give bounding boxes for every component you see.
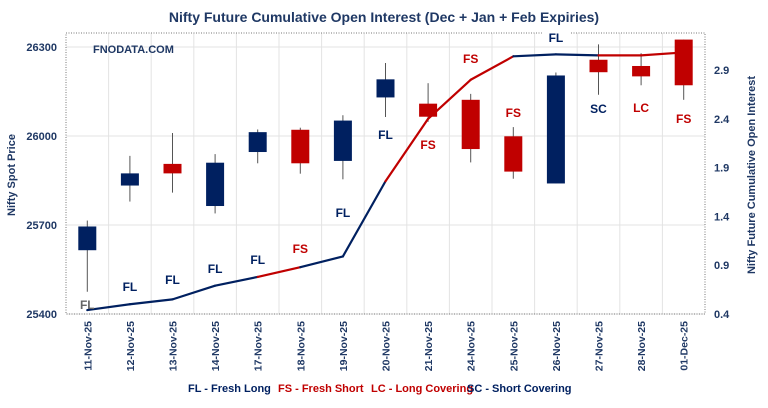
oi-line-segment bbox=[86, 303, 131, 312]
signal-label: FL bbox=[165, 273, 180, 287]
candle-body bbox=[291, 129, 310, 164]
x-tick-label: 19-Nov-25 bbox=[338, 321, 350, 371]
y-tick-right: 2.4 bbox=[714, 114, 730, 126]
signal-label: LC bbox=[633, 101, 649, 115]
y-tick-left: 25400 bbox=[26, 309, 57, 321]
y-tick-left: 26000 bbox=[26, 131, 57, 143]
oi-line-segment bbox=[384, 117, 430, 183]
oi-line-segment bbox=[299, 255, 344, 269]
legend-item: SC - Short Covering bbox=[467, 383, 572, 395]
x-tick-label: 18-Nov-25 bbox=[295, 321, 307, 371]
signal-label: FS bbox=[420, 138, 435, 152]
x-axis: 11-Nov-25 12-Nov-25 13-Nov-25 14-Nov-25 17-N… bbox=[82, 321, 690, 371]
oi-line-segment bbox=[341, 180, 387, 258]
signal-labels: FL FL FL FL FL FS FL FL FS FS FS FL SC LC FS bbox=[80, 28, 691, 312]
candle-body bbox=[376, 79, 395, 98]
x-tick-label: 14-Nov-25 bbox=[210, 321, 222, 371]
y-axis-right: 0.4 0.9 1.4 1.9 2.4 2.9 bbox=[714, 65, 730, 321]
y-tick-right: 1.9 bbox=[714, 163, 729, 175]
x-tick-label: 27-Nov-25 bbox=[594, 321, 606, 371]
legend: FL - Fresh Long FS - Fresh Short LC - Long… bbox=[188, 383, 572, 395]
x-tick-label: 25-Nov-25 bbox=[508, 321, 520, 371]
candle-body bbox=[206, 162, 225, 207]
grid bbox=[66, 33, 705, 315]
y-tick-left: 25700 bbox=[26, 220, 57, 232]
signal-label: FL bbox=[250, 253, 265, 267]
x-tick-label: 11-Nov-25 bbox=[82, 321, 94, 371]
candle-body bbox=[504, 136, 523, 172]
y-tick-right: 2.9 bbox=[714, 65, 729, 77]
oi-line-segment bbox=[512, 53, 558, 58]
y-axis-right-label: Nifty Future Cumulative Open Interest bbox=[746, 76, 758, 274]
signal-label: FL bbox=[208, 262, 223, 276]
oi-line-segment bbox=[128, 298, 174, 306]
signal-label: FS bbox=[506, 106, 521, 120]
x-tick-label: 24-Nov-25 bbox=[466, 321, 478, 371]
y-tick-right: 0.4 bbox=[714, 309, 730, 321]
signal-label: FL bbox=[549, 31, 564, 45]
signal-label: FL bbox=[336, 206, 351, 220]
x-tick-label: 20-Nov-25 bbox=[381, 321, 393, 371]
candles bbox=[78, 39, 693, 292]
signal-label: FL bbox=[123, 280, 138, 294]
oi-line-segment bbox=[427, 78, 472, 120]
legend-item: FS - Fresh Short bbox=[278, 383, 364, 395]
oi-line-segment bbox=[554, 53, 600, 57]
candle-body bbox=[546, 75, 565, 184]
oi-line-segment bbox=[469, 55, 515, 81]
watermark: FNODATA.COM bbox=[93, 44, 174, 56]
candle-body bbox=[674, 39, 693, 86]
signal-label: FS bbox=[293, 242, 308, 256]
candle-body bbox=[333, 120, 352, 161]
x-tick-label: 01-Dec-25 bbox=[679, 321, 691, 371]
legend-item: FL - Fresh Long bbox=[188, 383, 271, 395]
signal-label: FL bbox=[80, 298, 95, 312]
candle-body bbox=[248, 132, 267, 153]
candle-body bbox=[78, 226, 97, 251]
signal-label: FS bbox=[676, 112, 691, 126]
x-tick-label: 17-Nov-25 bbox=[253, 321, 265, 371]
candle-body bbox=[632, 65, 651, 77]
signal-label: SC bbox=[590, 102, 607, 116]
candle-body bbox=[120, 173, 139, 186]
x-tick-label: 21-Nov-25 bbox=[423, 321, 435, 371]
x-tick-label: 26-Nov-25 bbox=[551, 321, 563, 371]
signal-label-bg bbox=[541, 28, 570, 46]
y-tick-right: 1.4 bbox=[714, 211, 730, 223]
y-axis-left-label: Nifty Spot Price bbox=[6, 134, 18, 216]
candle-body bbox=[163, 163, 182, 174]
signal-label: FL bbox=[378, 128, 393, 142]
x-tick-label: 12-Nov-25 bbox=[125, 321, 137, 371]
oi-line bbox=[86, 51, 685, 312]
y-tick-left: 26300 bbox=[26, 42, 57, 54]
oi-line-segment bbox=[171, 284, 217, 301]
chart-title: Nifty Future Cumulative Open Interest (D… bbox=[169, 9, 599, 25]
candle-body bbox=[461, 99, 480, 150]
x-tick-label: 13-Nov-25 bbox=[168, 321, 180, 371]
candle-body bbox=[419, 103, 438, 117]
legend-item: LC - Long Covering bbox=[371, 383, 473, 395]
oi-line-segment bbox=[639, 51, 685, 57]
signal-label: FS bbox=[463, 52, 478, 66]
oi-line-segment bbox=[256, 266, 302, 279]
candle-body bbox=[589, 59, 608, 73]
oi-line-segment bbox=[214, 275, 259, 287]
y-axis-left: 25400 25700 26000 26300 bbox=[26, 42, 57, 321]
x-tick-label: 28-Nov-25 bbox=[636, 321, 648, 371]
y-tick-right: 0.9 bbox=[714, 260, 729, 272]
